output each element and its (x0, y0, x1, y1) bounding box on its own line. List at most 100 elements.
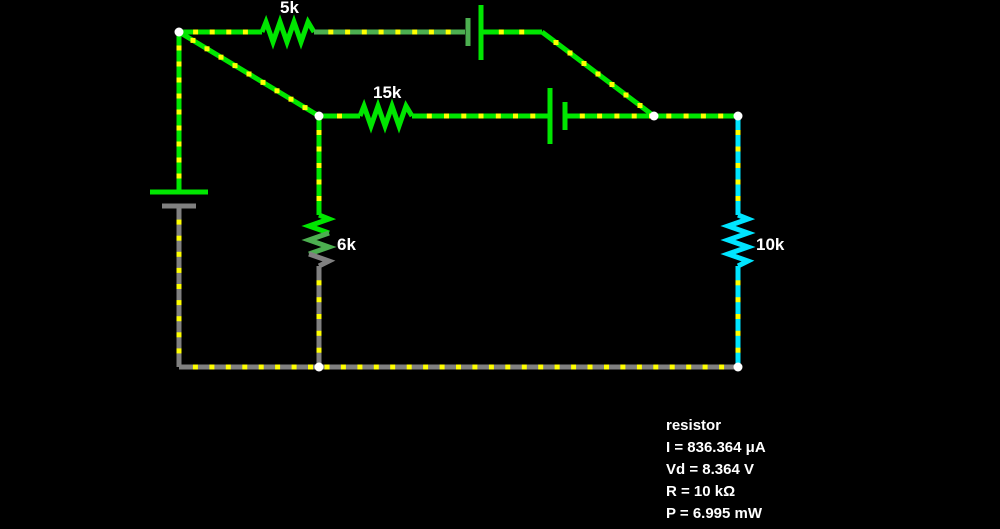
node-top-left[interactable] (174, 27, 184, 37)
current-dot (232, 63, 238, 69)
current-dot (209, 29, 215, 35)
current-dot (609, 82, 615, 87)
current-dot (176, 235, 182, 241)
current-dot (193, 29, 199, 35)
battery-left[interactable] (150, 189, 208, 209)
current-dot (316, 297, 322, 303)
node-mid-left[interactable] (314, 111, 324, 121)
current-dot (513, 113, 518, 119)
current-dot (328, 29, 334, 35)
current-dot (337, 113, 342, 119)
current-dot (735, 297, 741, 303)
current-dot (597, 113, 603, 119)
current-dot (390, 364, 396, 370)
current-dot (316, 330, 322, 336)
info-current: I = 836.364 μA (666, 439, 766, 456)
label-5k: 5k (280, 0, 299, 17)
current-dot (495, 113, 501, 119)
current-dot (258, 364, 264, 370)
node-corner-right[interactable] (733, 111, 743, 121)
current-dot (461, 113, 467, 119)
info-panel: resistor I = 836.364 μA Vd = 8.364 V R =… (666, 415, 766, 525)
circuit-nodes (174, 27, 743, 372)
current-dot (176, 173, 182, 179)
current-dot (428, 29, 434, 35)
current-dot (426, 113, 432, 119)
current-dot (579, 113, 585, 119)
current-dot (505, 364, 511, 370)
current-dot (669, 364, 675, 370)
current-dot (553, 40, 559, 45)
current-dot (357, 364, 363, 370)
resistor-10k[interactable] (720, 212, 756, 269)
current-dot (519, 29, 525, 35)
node-bottom-middle[interactable] (314, 362, 324, 372)
current-dot (176, 141, 182, 147)
current-dot (288, 96, 294, 102)
current-dot (604, 364, 609, 370)
current-dot (361, 29, 367, 35)
resistor-6k[interactable] (301, 212, 337, 269)
current-dot (176, 251, 182, 257)
current-dot (735, 130, 741, 135)
label-6k: 6k (337, 235, 356, 254)
current-dot (538, 364, 544, 370)
current-dot (735, 280, 741, 286)
current-dot (735, 146, 741, 152)
current-dot (735, 196, 741, 201)
current-dot (718, 113, 724, 119)
current-dot (176, 316, 182, 322)
current-dot (308, 364, 313, 370)
current-dot (226, 29, 232, 35)
current-dot (683, 113, 689, 119)
current-dot (176, 109, 182, 115)
current-dot (439, 364, 445, 370)
label-15k: 15k (373, 83, 402, 102)
current-dot (554, 364, 560, 370)
current-dot (275, 364, 281, 370)
node-bottom-right[interactable] (733, 362, 743, 372)
current-dot (581, 61, 587, 66)
info-resistance: R = 10 kΩ (666, 483, 736, 500)
current-dot (225, 364, 231, 370)
current-dot (637, 103, 643, 108)
current-dot (406, 364, 412, 370)
battery-middle[interactable] (547, 88, 568, 144)
current-dot (587, 364, 593, 370)
current-dot (478, 113, 484, 119)
node-mid-right[interactable] (649, 111, 659, 121)
current-dot (735, 314, 741, 319)
current-dot (176, 348, 182, 354)
current-dot (176, 45, 182, 51)
current-dot (666, 113, 672, 119)
current-dot (246, 71, 252, 77)
current-dot (700, 113, 706, 119)
current-dot (316, 130, 322, 135)
current-dot (176, 300, 182, 306)
current-dot (316, 314, 322, 319)
current-dot (423, 364, 429, 370)
current-dot (614, 113, 620, 119)
resistor-15k[interactable] (357, 98, 415, 134)
current-dot (702, 364, 708, 370)
current-dot (444, 113, 449, 119)
current-dot (291, 364, 297, 370)
current-dot (190, 37, 196, 43)
current-dot (623, 92, 629, 98)
info-power: P = 6.995 mW (666, 505, 763, 522)
current-dot (176, 77, 182, 83)
current-dot (324, 364, 330, 370)
resistor-5k[interactable] (259, 14, 317, 50)
current-dot (373, 364, 379, 370)
current-dot (412, 29, 418, 35)
current-dot (567, 50, 573, 56)
current-dot (340, 364, 346, 370)
current-dot (176, 332, 182, 338)
current-dot (631, 113, 637, 119)
current-dot (735, 347, 741, 353)
battery-top[interactable] (465, 5, 484, 60)
current-dot (521, 364, 527, 370)
current-dot (378, 29, 384, 35)
